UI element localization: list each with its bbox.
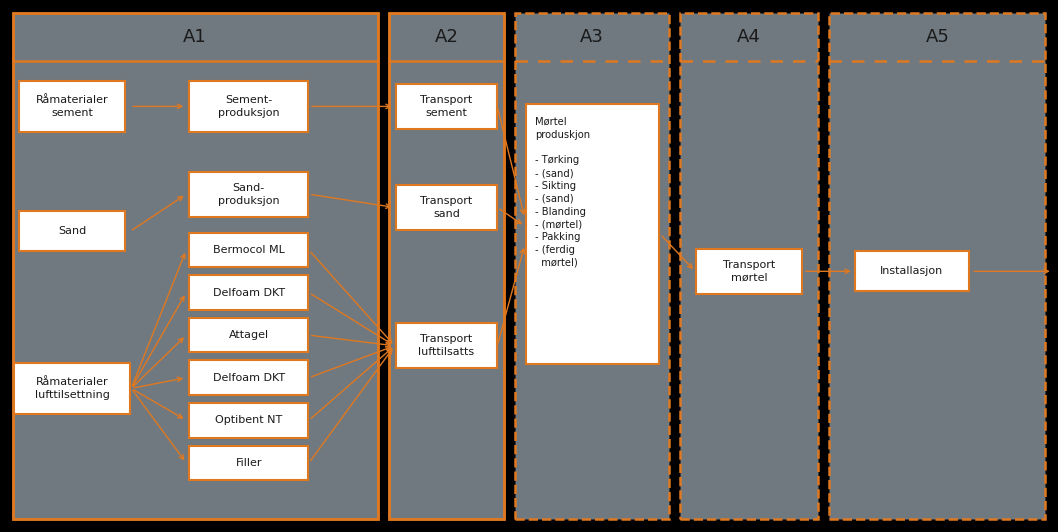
FancyBboxPatch shape: [515, 13, 669, 519]
FancyBboxPatch shape: [188, 403, 309, 437]
Text: Råmaterialer
lufttilsettning: Råmaterialer lufttilsettning: [35, 377, 109, 400]
Text: Bermocol ML: Bermocol ML: [213, 245, 285, 255]
Text: Mørtel
produskjon

- Tørking
- (sand)
- Sikting
- (sand)
- Blanding
- (mørtel)
-: Mørtel produskjon - Tørking - (sand) - S…: [535, 117, 590, 268]
Text: A2: A2: [435, 28, 458, 46]
Text: Delfoam DKT: Delfoam DKT: [213, 373, 285, 383]
FancyBboxPatch shape: [19, 212, 125, 252]
FancyBboxPatch shape: [14, 363, 130, 414]
FancyBboxPatch shape: [188, 81, 309, 131]
Text: Transport
lufttilsatts: Transport lufttilsatts: [418, 335, 475, 357]
Text: Transport
sand: Transport sand: [420, 196, 473, 219]
FancyBboxPatch shape: [188, 276, 309, 310]
FancyBboxPatch shape: [829, 13, 1045, 519]
FancyBboxPatch shape: [19, 81, 125, 131]
Text: A1: A1: [183, 28, 207, 46]
FancyBboxPatch shape: [527, 104, 658, 364]
Text: Råmaterialer
sement: Råmaterialer sement: [36, 95, 108, 118]
FancyBboxPatch shape: [696, 249, 802, 294]
FancyBboxPatch shape: [396, 323, 497, 368]
Text: Sement-
produksjon: Sement- produksjon: [218, 95, 279, 118]
FancyBboxPatch shape: [396, 84, 497, 129]
Text: A3: A3: [580, 28, 604, 46]
FancyBboxPatch shape: [188, 446, 309, 480]
FancyBboxPatch shape: [188, 171, 309, 217]
Text: Installasjon: Installasjon: [880, 267, 944, 276]
FancyBboxPatch shape: [396, 185, 497, 230]
Text: Attagel: Attagel: [229, 330, 269, 340]
FancyBboxPatch shape: [680, 13, 818, 519]
Text: A4: A4: [737, 28, 761, 46]
Text: Transport
mørtel: Transport mørtel: [723, 260, 776, 282]
Text: Optibent NT: Optibent NT: [215, 415, 282, 425]
Text: Transport
sement: Transport sement: [420, 95, 473, 118]
FancyBboxPatch shape: [13, 13, 378, 519]
FancyBboxPatch shape: [389, 13, 504, 519]
FancyBboxPatch shape: [188, 233, 309, 267]
Text: A5: A5: [926, 28, 949, 46]
Text: Sand: Sand: [58, 227, 86, 236]
Text: Filler: Filler: [235, 458, 262, 468]
FancyBboxPatch shape: [188, 318, 309, 352]
Text: Sand-
produksjon: Sand- produksjon: [218, 183, 279, 205]
FancyBboxPatch shape: [855, 252, 969, 292]
FancyBboxPatch shape: [188, 361, 309, 395]
Text: Delfoam DKT: Delfoam DKT: [213, 288, 285, 297]
